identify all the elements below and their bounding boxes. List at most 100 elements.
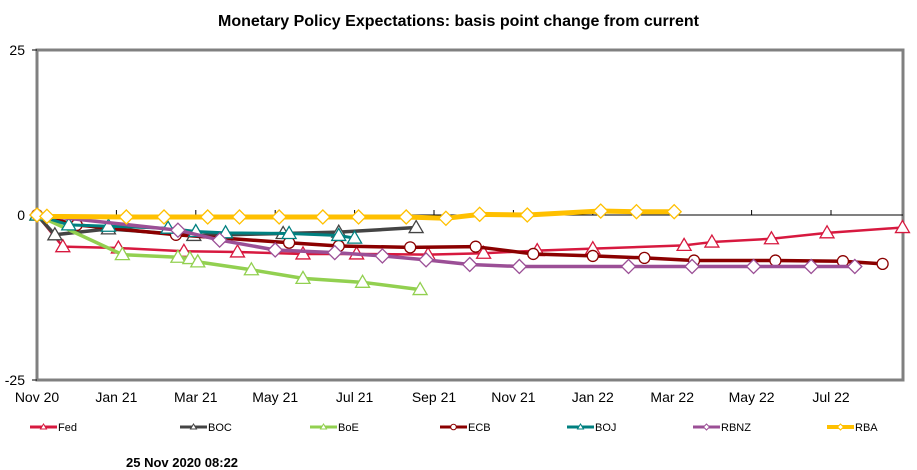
data-point-fed: [475, 244, 492, 259]
x-tick-label: Jan 21: [95, 389, 137, 405]
data-point-ecb: [876, 257, 889, 270]
data-point-rbnz: [418, 251, 434, 268]
data-point-rbnz: [684, 258, 700, 275]
data-point-rba: [398, 209, 415, 225]
legend: Fed BOC BoE ECB BOJ RBNZ RBA: [30, 422, 878, 434]
data-point-boj: [60, 216, 77, 231]
x-tick-label: Jan 22: [572, 389, 614, 405]
x-tick-label: Jul 22: [812, 389, 850, 405]
legend-label-boj: BOJ: [595, 422, 616, 434]
data-point-boj: [346, 229, 363, 244]
data-point-fed: [54, 238, 71, 253]
data-point-rbnz: [170, 222, 186, 239]
legend-item-rbnz: RBNZ: [693, 422, 751, 434]
x-tick-label: Sep 21: [412, 389, 457, 405]
data-point-rba: [156, 209, 172, 225]
legend-label-boc: BOC: [208, 422, 232, 434]
data-point-rbnz: [267, 242, 284, 258]
data-point-rbnz: [461, 256, 478, 273]
data-point-rbnz: [211, 232, 228, 248]
data-point-fed: [818, 224, 836, 239]
data-point-ecb: [469, 240, 482, 253]
data-point-ecb: [404, 241, 417, 254]
legend-marker-boc: [189, 423, 198, 430]
legend-marker-ecb: [450, 423, 457, 431]
data-point-boe: [169, 248, 187, 263]
legend-label-boe: BoE: [338, 422, 359, 434]
legend-label-fed: Fed: [58, 422, 77, 434]
x-tick-label: Mar 22: [650, 389, 694, 405]
data-point-rba: [29, 207, 45, 223]
data-point-rba: [350, 209, 367, 225]
data-point-rba: [471, 206, 488, 223]
legend-label-ecb: ECB: [468, 422, 491, 434]
data-point-ecb: [586, 249, 599, 263]
series-line-rba: [36, 208, 675, 221]
data-point-ecb: [638, 251, 651, 265]
data-point-fed: [894, 219, 911, 234]
data-point-fed: [675, 237, 693, 252]
chart-title: Monetary Policy Expectations: basis poin…: [218, 13, 699, 30]
data-point-fed: [703, 233, 721, 248]
x-tick-label: Nov 20: [15, 389, 60, 405]
series-line-fed: [36, 214, 903, 256]
timestamp: 25 Nov 2020 08:22: [126, 455, 239, 470]
legend-label-rba: RBA: [855, 422, 878, 434]
data-point-rba: [519, 207, 536, 223]
data-point-fed: [229, 243, 246, 258]
data-point-rba: [39, 208, 55, 225]
data-point-rba: [231, 209, 248, 225]
x-tick-label: Nov 21: [491, 389, 536, 405]
legend-item-fed: Fed: [30, 422, 77, 434]
legend-marker-boj: [576, 423, 585, 430]
data-point-rba: [271, 209, 288, 225]
data-point-rbnz: [374, 248, 391, 264]
data-point-rbnz: [803, 258, 820, 275]
x-tick-label: Mar 21: [174, 389, 218, 405]
legend-marker-boe: [319, 423, 328, 430]
legend-item-rba: RBA: [827, 422, 878, 434]
x-tick-label: Jul 21: [336, 389, 374, 405]
legend-marker-fed: [39, 423, 48, 430]
data-point-rba: [437, 210, 454, 227]
data-point-rba: [666, 203, 683, 220]
data-point-rbnz: [511, 258, 528, 275]
x-tick-label: May 22: [729, 389, 775, 405]
series-boe: [28, 206, 429, 296]
legend-marker-rbnz: [702, 423, 711, 431]
legend-item-boe: BoE: [310, 422, 359, 434]
series-layer: [28, 203, 911, 296]
data-point-boe: [354, 274, 371, 288]
data-point-rba: [592, 203, 609, 219]
x-tick-label: May 21: [252, 389, 298, 405]
data-point-boc: [46, 226, 63, 241]
legend-item-boc: BOC: [180, 422, 232, 434]
legend-marker-rba: [836, 423, 845, 431]
data-point-boe: [189, 253, 206, 268]
data-point-rba: [118, 209, 135, 225]
y-tick-label: -25: [5, 372, 25, 388]
data-point-rba: [199, 209, 216, 225]
data-point-boe: [181, 250, 198, 265]
legend-label-rbnz: RBNZ: [721, 422, 751, 434]
series-rba: [29, 203, 683, 227]
data-point-rbnz: [846, 258, 863, 275]
data-point-boj: [100, 217, 117, 232]
y-tick-label: 0: [17, 207, 25, 223]
data-point-boe: [294, 270, 312, 285]
legend-item-ecb: ECB: [440, 422, 491, 434]
legend-item-boj: BOJ: [567, 422, 616, 434]
data-point-boj: [330, 227, 347, 242]
data-point-boe: [243, 261, 260, 276]
data-point-rbnz: [745, 258, 762, 275]
data-point-fed: [763, 230, 780, 245]
data-point-boe: [411, 281, 429, 296]
data-point-boj: [280, 225, 298, 240]
data-point-rbnz: [620, 258, 637, 275]
series-line-rbnz: [36, 213, 855, 269]
data-point-ecb: [527, 247, 540, 261]
data-point-rbnz: [326, 244, 343, 261]
data-point-boe: [114, 246, 131, 261]
